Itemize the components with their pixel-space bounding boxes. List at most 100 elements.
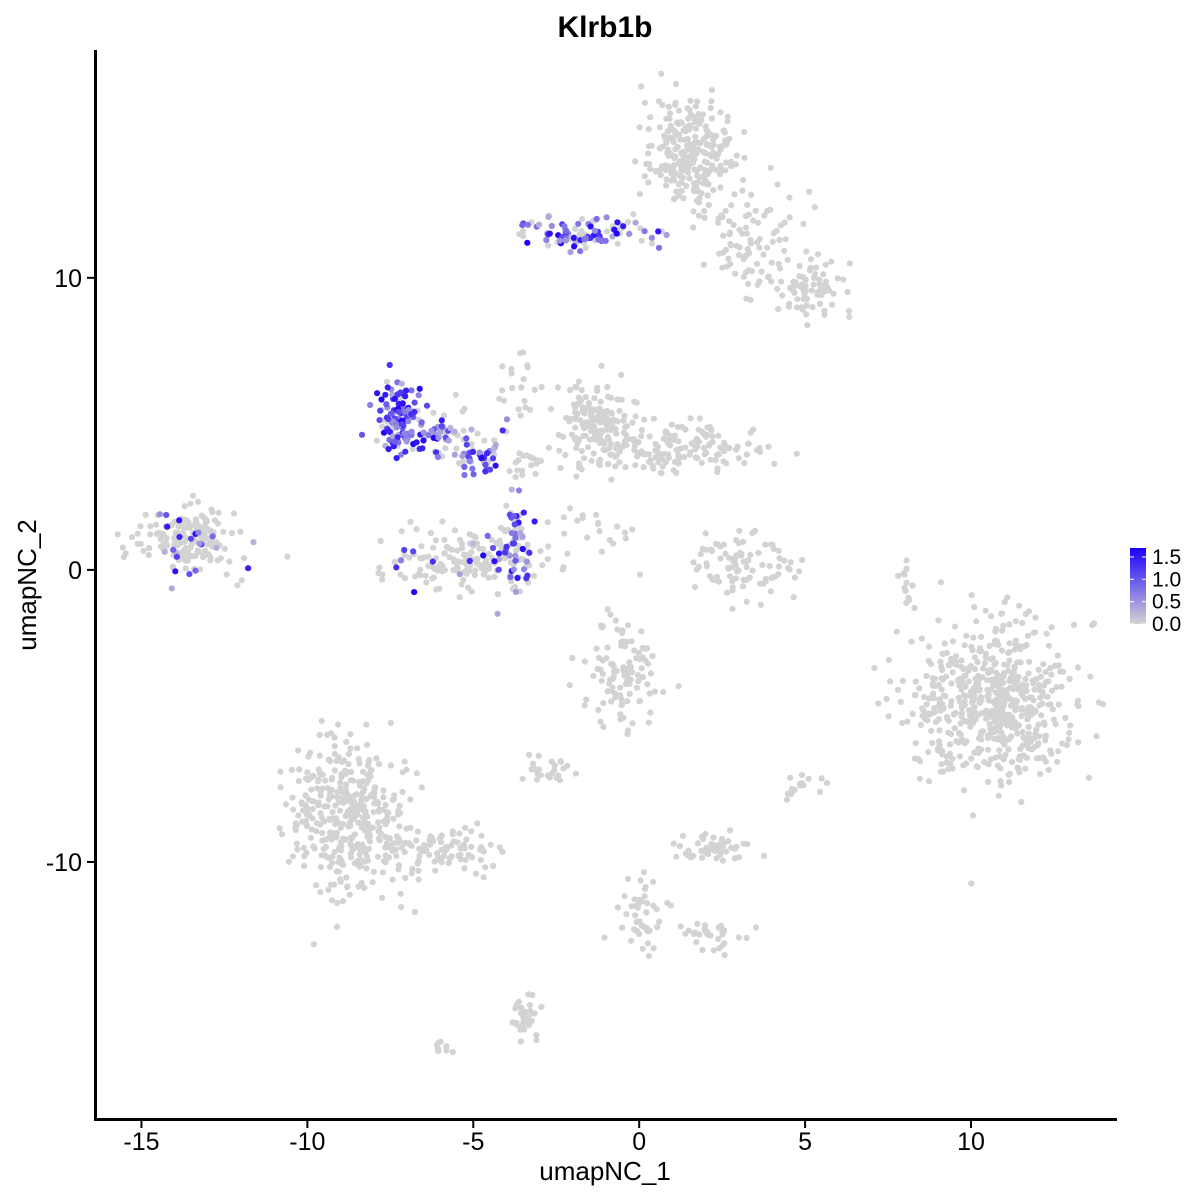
cell-point bbox=[946, 741, 954, 748]
cell-point bbox=[538, 383, 545, 391]
cell-point bbox=[739, 583, 747, 590]
cell-point bbox=[304, 769, 311, 776]
cell-point bbox=[192, 567, 199, 574]
cell-point bbox=[463, 441, 470, 448]
cell-point bbox=[1060, 668, 1067, 675]
cell-point bbox=[416, 852, 423, 860]
cell-point bbox=[1054, 758, 1061, 765]
cell-point bbox=[775, 260, 782, 268]
cell-point bbox=[572, 424, 579, 431]
cell-point bbox=[652, 441, 659, 448]
cell-point bbox=[507, 573, 514, 581]
cell-point bbox=[468, 588, 475, 595]
cell-point bbox=[919, 712, 926, 719]
cell-point bbox=[418, 784, 425, 791]
cell-point bbox=[711, 847, 719, 855]
cell-point bbox=[912, 678, 919, 685]
cell-point bbox=[604, 383, 611, 391]
cell-point bbox=[503, 543, 510, 550]
cell-point bbox=[386, 361, 393, 369]
cell-point bbox=[623, 911, 630, 918]
cell-point bbox=[562, 227, 570, 234]
cell-point bbox=[1045, 766, 1052, 774]
cell-point bbox=[628, 937, 635, 944]
cell-point bbox=[1049, 706, 1056, 713]
cell-point bbox=[506, 552, 513, 559]
cell-point bbox=[982, 654, 989, 661]
cell-point bbox=[373, 437, 380, 444]
cell-point bbox=[700, 261, 707, 268]
cell-point bbox=[790, 594, 797, 601]
cell-point bbox=[391, 438, 398, 445]
cell-point bbox=[994, 674, 1002, 681]
cell-point bbox=[1019, 693, 1027, 700]
cell-point bbox=[1040, 719, 1048, 726]
y-tick-label: 10 bbox=[54, 265, 82, 293]
cell-point bbox=[786, 194, 793, 201]
cell-point bbox=[405, 418, 412, 425]
cell-point bbox=[567, 249, 574, 256]
cell-point bbox=[189, 492, 197, 499]
cell-point bbox=[355, 819, 362, 826]
cell-point bbox=[533, 460, 540, 467]
cell-point bbox=[998, 647, 1006, 654]
cell-point bbox=[1035, 721, 1042, 728]
cell-point bbox=[717, 851, 724, 858]
cell-point bbox=[419, 445, 426, 452]
cell-point bbox=[740, 177, 747, 184]
cell-point bbox=[398, 844, 405, 851]
cell-point bbox=[408, 870, 415, 877]
cell-point bbox=[575, 220, 582, 227]
cell-point bbox=[613, 430, 620, 437]
cell-point bbox=[530, 572, 538, 580]
cell-point bbox=[936, 697, 943, 704]
cell-point bbox=[397, 809, 404, 817]
cell-point bbox=[803, 248, 810, 255]
cell-point bbox=[650, 902, 657, 909]
cell-point bbox=[503, 502, 510, 509]
cell-point bbox=[743, 934, 750, 942]
cell-point bbox=[755, 549, 762, 557]
cell-point bbox=[929, 739, 936, 747]
cell-point bbox=[916, 758, 924, 765]
cell-point bbox=[559, 566, 566, 573]
cell-point bbox=[358, 797, 365, 804]
cell-point bbox=[448, 842, 455, 849]
cell-point bbox=[713, 155, 720, 162]
cell-point bbox=[940, 704, 947, 711]
cell-point bbox=[427, 841, 434, 848]
cell-point bbox=[967, 663, 974, 670]
cell-point bbox=[949, 656, 957, 663]
cell-point bbox=[996, 747, 1003, 754]
cell-point bbox=[830, 290, 837, 297]
cell-point bbox=[579, 404, 586, 411]
cell-point bbox=[840, 276, 847, 283]
cell-point bbox=[645, 126, 652, 133]
cell-point bbox=[512, 473, 519, 481]
cell-point bbox=[215, 509, 222, 516]
cell-point bbox=[314, 778, 322, 785]
cell-point bbox=[294, 846, 301, 853]
cell-point bbox=[967, 723, 974, 730]
cell-point bbox=[344, 883, 351, 890]
cell-point bbox=[720, 249, 727, 256]
cell-point bbox=[544, 772, 551, 779]
cell-point bbox=[897, 698, 904, 706]
cell-point bbox=[941, 640, 948, 647]
cell-point bbox=[710, 947, 718, 954]
cell-point bbox=[735, 934, 742, 941]
cell-point bbox=[992, 728, 1000, 735]
cell-point bbox=[800, 220, 807, 227]
cell-point bbox=[722, 207, 729, 214]
cell-point bbox=[628, 638, 635, 645]
cell-point bbox=[585, 406, 592, 413]
cell-point bbox=[598, 624, 605, 631]
cell-point bbox=[702, 830, 709, 838]
cell-point bbox=[969, 647, 976, 654]
cell-point bbox=[413, 770, 420, 777]
cell-point bbox=[440, 852, 448, 860]
cell-point bbox=[638, 665, 645, 672]
cell-point bbox=[678, 187, 685, 195]
cell-point bbox=[645, 150, 652, 157]
cell-point bbox=[1031, 629, 1039, 636]
